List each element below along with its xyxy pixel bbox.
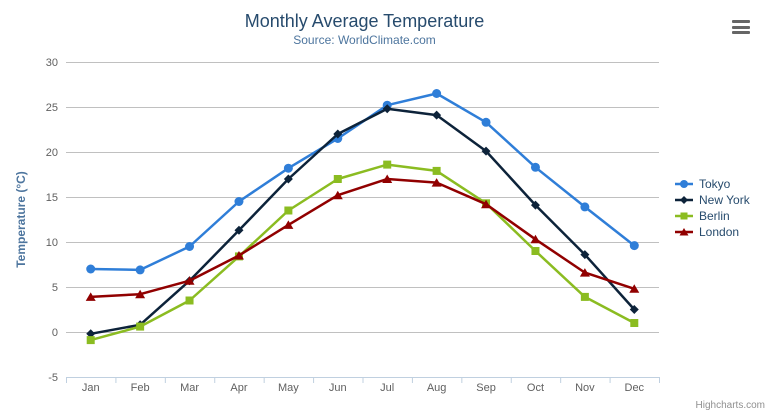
legend-marker-square-icon: [675, 212, 693, 220]
data-point-marker[interactable]: [234, 225, 244, 235]
data-point-marker[interactable]: [680, 196, 688, 204]
data-point-marker[interactable]: [530, 234, 541, 244]
x-axis-label: Feb: [131, 382, 150, 394]
data-point-marker[interactable]: [481, 199, 492, 209]
data-point-marker[interactable]: [382, 174, 393, 184]
x-axis-label: Jan: [82, 382, 100, 394]
x-axis-label: Nov: [575, 382, 595, 394]
legend-item-new-york[interactable]: New York: [674, 192, 750, 208]
data-point-marker[interactable]: [431, 178, 442, 187]
data-point-marker[interactable]: [629, 284, 640, 293]
x-axis-label: Sep: [476, 382, 496, 394]
x-axis-label: Mar: [180, 382, 199, 394]
legend-label: Berlin: [699, 209, 730, 223]
y-axis-label: 0: [52, 327, 58, 339]
x-axis-label: Jun: [329, 382, 347, 394]
x-axis-label: Dec: [625, 382, 645, 394]
data-point-marker[interactable]: [283, 174, 293, 184]
y-axis-label: 25: [46, 102, 58, 114]
legend: Tokyo New York Berlin London: [674, 176, 750, 240]
export-menu-button[interactable]: [732, 20, 750, 34]
legend-item-tokyo[interactable]: Tokyo: [674, 176, 750, 192]
legend-item-berlin[interactable]: Berlin: [674, 208, 750, 224]
legend-label: New York: [699, 193, 750, 207]
y-axis-label: 5: [52, 282, 58, 294]
data-point-marker[interactable]: [530, 200, 540, 210]
hamburger-icon: [732, 20, 750, 23]
data-point-marker[interactable]: [86, 336, 95, 345]
series-new-york: [86, 104, 639, 339]
data-point-marker[interactable]: [630, 319, 639, 327]
y-axis-label: 15: [46, 192, 58, 204]
data-point-marker[interactable]: [283, 163, 293, 173]
hamburger-icon: [732, 31, 750, 34]
data-point-marker[interactable]: [530, 162, 540, 172]
hamburger-icon: [732, 25, 750, 29]
series-line-berlin[interactable]: [89, 163, 636, 342]
data-point-marker[interactable]: [432, 166, 441, 175]
data-point-marker[interactable]: [531, 247, 540, 255]
data-point-marker[interactable]: [86, 329, 96, 339]
y-axis-label: -5: [48, 372, 58, 384]
data-point-marker[interactable]: [184, 276, 195, 285]
legend-label: Tokyo: [699, 177, 731, 191]
data-point-marker[interactable]: [580, 250, 590, 260]
data-point-marker[interactable]: [680, 212, 688, 220]
data-point-marker[interactable]: [283, 220, 294, 229]
series-line-new-york[interactable]: [89, 107, 636, 336]
chart-subtitle: Source: WorldClimate.com: [293, 33, 436, 47]
data-point-marker[interactable]: [580, 202, 590, 212]
legend-marker-circle-icon: [675, 180, 693, 188]
data-point-marker[interactable]: [481, 146, 491, 156]
data-point-marker[interactable]: [332, 190, 343, 200]
data-point-marker[interactable]: [233, 251, 244, 260]
x-axis-label: Aug: [427, 382, 447, 394]
y-axis-label: 30: [46, 57, 58, 69]
data-point-marker[interactable]: [383, 160, 392, 169]
series-line-london[interactable]: [89, 177, 636, 299]
x-axis-label: Jul: [380, 382, 394, 394]
data-point-marker[interactable]: [234, 197, 244, 206]
data-point-marker[interactable]: [680, 180, 688, 188]
y-axis-title: Temperature (°C): [14, 171, 28, 268]
legend-item-london[interactable]: London: [674, 224, 750, 240]
data-point-marker[interactable]: [629, 305, 639, 314]
x-axis-label: Apr: [230, 382, 247, 394]
data-point-marker[interactable]: [432, 110, 442, 120]
series-london: [85, 174, 640, 301]
data-point-marker[interactable]: [432, 89, 442, 98]
data-point-marker[interactable]: [284, 206, 293, 215]
data-point-marker[interactable]: [185, 296, 194, 305]
data-point-marker[interactable]: [629, 241, 639, 251]
data-point-marker[interactable]: [185, 242, 195, 251]
legend-marker-diamond-icon: [675, 196, 693, 204]
data-point-marker[interactable]: [382, 104, 392, 114]
data-point-marker[interactable]: [333, 129, 343, 139]
data-point-marker[interactable]: [135, 289, 146, 299]
data-point-marker[interactable]: [136, 322, 145, 331]
y-axis-label: 10: [46, 237, 58, 249]
data-point-marker[interactable]: [85, 292, 96, 301]
series-tokyo: [86, 89, 639, 275]
data-point-marker[interactable]: [135, 265, 145, 275]
data-point-marker[interactable]: [333, 175, 342, 183]
data-point-marker[interactable]: [579, 268, 590, 277]
data-point-marker[interactable]: [86, 264, 96, 274]
series-line-tokyo[interactable]: [89, 92, 636, 272]
data-point-marker[interactable]: [580, 292, 589, 301]
chart-title: Monthly Average Temperature: [244, 11, 485, 31]
x-axis-label: Oct: [527, 382, 544, 394]
x-axis-label: May: [278, 382, 299, 394]
credits-link[interactable]: Highcharts.com: [695, 400, 765, 411]
data-point-marker[interactable]: [481, 117, 491, 127]
legend-marker-triangle-icon: [675, 228, 693, 236]
legend-label: London: [699, 225, 740, 239]
y-axis-label: 20: [46, 147, 58, 159]
data-point-marker[interactable]: [679, 228, 689, 236]
